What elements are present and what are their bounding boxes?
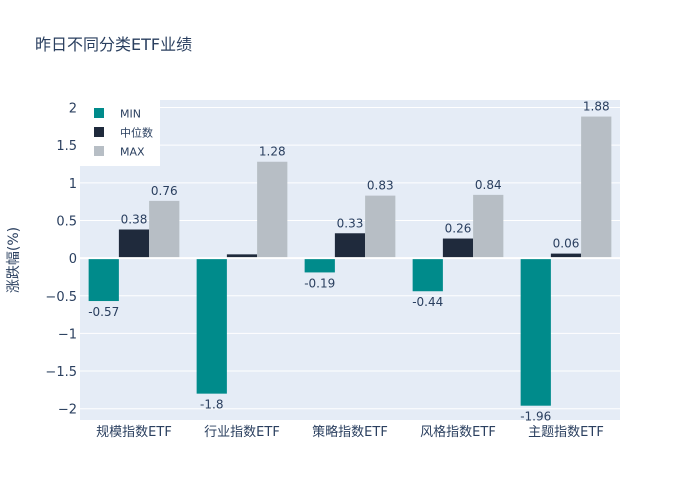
legend-swatch[interactable] xyxy=(94,146,104,156)
gridlines xyxy=(80,107,620,410)
legend-background xyxy=(80,100,160,166)
y-tick-label: 0 xyxy=(69,252,77,267)
data-label: 0.06 xyxy=(553,237,580,251)
y-tick-labels: −2 −1.5 −1 −0.5 0 0.5 1 1.5 2 xyxy=(45,102,77,418)
bar-中位数-2[interactable] xyxy=(334,233,366,259)
bar-MAX-1[interactable] xyxy=(257,161,288,259)
x-tick-label: 行业指数ETF xyxy=(204,425,280,440)
y-tick-label: −2 xyxy=(58,403,77,418)
bar-中位数-0[interactable] xyxy=(118,229,150,259)
bar-MAX-2[interactable] xyxy=(365,195,396,259)
x-tick-labels: 规模指数ETF 行业指数ETF 策略指数ETF 风格指数ETF 主题指数ETF xyxy=(96,424,604,440)
x-tick-label: 主题指数ETF xyxy=(528,425,604,440)
data-label: 0.84 xyxy=(475,178,502,192)
data-label: -0.19 xyxy=(304,276,335,290)
bar-MAX-0[interactable] xyxy=(149,200,180,259)
y-axis-title: 涨跌幅(%) xyxy=(6,227,22,293)
legend-swatch[interactable] xyxy=(94,108,104,118)
data-label: 1.28 xyxy=(259,145,286,159)
data-label: -0.44 xyxy=(412,295,443,309)
bar-MIN-4[interactable] xyxy=(520,258,551,406)
bars xyxy=(88,116,612,406)
legend-label[interactable]: 中位数 xyxy=(120,126,153,140)
data-label: -1.8 xyxy=(200,398,223,412)
bar-MIN-2[interactable] xyxy=(304,258,335,273)
data-label: 0.26 xyxy=(445,222,472,236)
x-tick-label: 策略指数ETF xyxy=(312,424,388,440)
x-tick-label: 规模指数ETF xyxy=(96,425,172,440)
bar-MIN-3[interactable] xyxy=(412,258,443,292)
y-tick-label: 0.5 xyxy=(56,214,77,229)
bar-MAX-3[interactable] xyxy=(473,194,504,259)
data-label: 0.33 xyxy=(337,216,364,230)
y-tick-label: 2 xyxy=(69,102,77,117)
legend-swatch[interactable] xyxy=(94,127,104,137)
data-label: -1.96 xyxy=(520,410,551,424)
data-label: 0.76 xyxy=(151,184,178,198)
x-tick-label: 风格指数ETF xyxy=(420,424,496,440)
legend-label[interactable]: MAX xyxy=(120,146,145,159)
bar-MIN-0[interactable] xyxy=(88,258,119,302)
bar-中位数-4[interactable] xyxy=(550,253,582,259)
data-label: 0.83 xyxy=(367,179,394,193)
bar-MIN-1[interactable] xyxy=(196,258,227,394)
bar-MAX-4[interactable] xyxy=(581,116,612,259)
y-tick-label: −1 xyxy=(58,327,77,342)
chart-title: 昨日不同分类ETF业绩 xyxy=(35,35,192,54)
y-tick-label: −0.5 xyxy=(45,290,77,305)
data-label: 1.88 xyxy=(583,100,610,114)
y-tick-label: 1 xyxy=(69,177,77,192)
y-tick-label: −1.5 xyxy=(45,365,77,380)
data-label: 0.38 xyxy=(121,213,148,227)
bar-中位数-3[interactable] xyxy=(442,238,474,259)
data-label: -0.57 xyxy=(88,305,119,319)
legend-label[interactable]: MIN xyxy=(120,108,141,121)
legend[interactable]: MIN 中位数 MAX xyxy=(80,100,160,166)
y-tick-label: 1.5 xyxy=(56,139,77,154)
data-labels: -0.57 0.38 0.76 -1.8 1.28 -0.19 0.33 0.83 -0.44 0… xyxy=(88,100,609,424)
bar-中位数-1[interactable] xyxy=(226,254,258,259)
